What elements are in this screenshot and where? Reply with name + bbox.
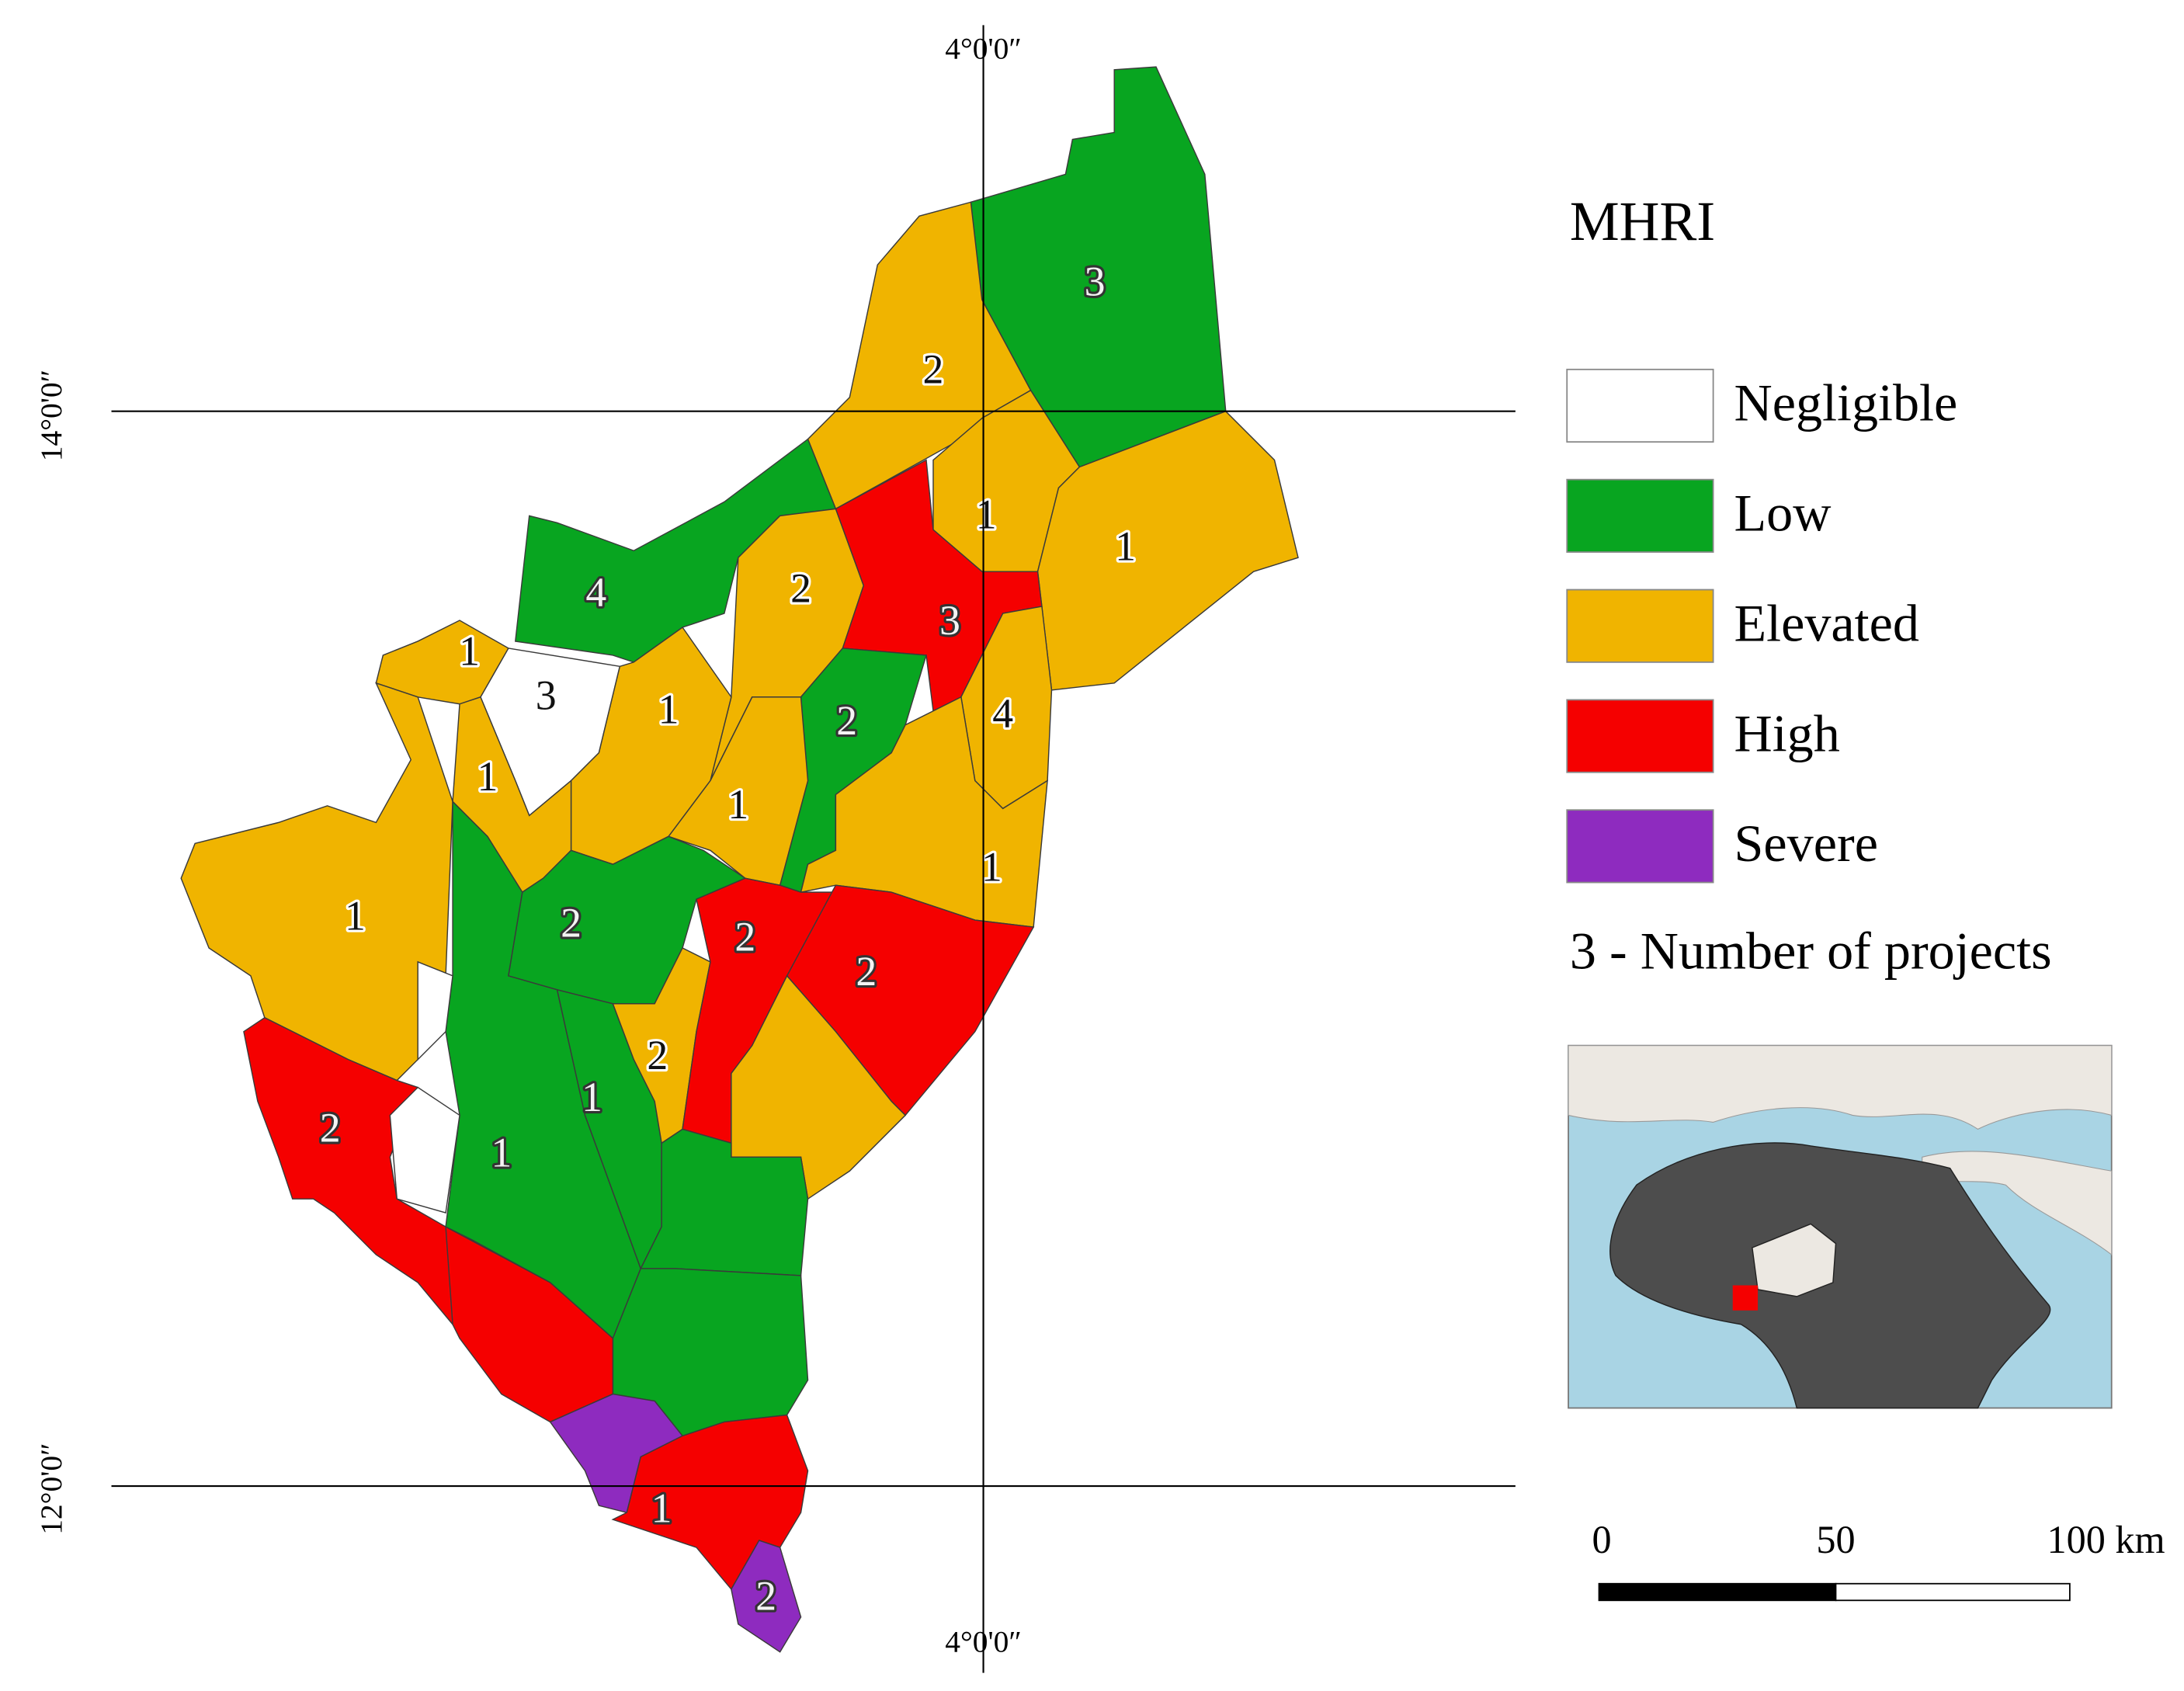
project-count: 2 — [755, 1573, 776, 1620]
project-count: 1 — [727, 781, 748, 828]
inset-study-area — [1732, 1285, 1759, 1311]
project-count: 1 — [651, 1485, 672, 1532]
legend-swatch — [1566, 589, 1714, 663]
project-count: 3 — [939, 597, 960, 644]
legend-label: Severe — [1734, 814, 1878, 873]
project-count: 1 — [1115, 523, 1136, 570]
region — [417, 960, 453, 1061]
legend-title: MHRI — [1570, 190, 1715, 252]
longitude-label: 4°0'0″ — [945, 1625, 1022, 1659]
project-count: 2 — [790, 564, 811, 611]
project-count: 1 — [491, 1130, 512, 1176]
scale-label: 0 — [1592, 1518, 1612, 1561]
legend-label: Elevated — [1734, 593, 1919, 652]
legend-swatch — [1566, 368, 1714, 443]
scale-bar: 0 50 100 km — [1592, 1518, 2165, 1602]
project-count: 3 — [1085, 258, 1106, 304]
scale-label: 50 — [1816, 1518, 1855, 1561]
region — [731, 1540, 802, 1653]
project-count: 2 — [647, 1032, 668, 1078]
legend-label: High — [1734, 703, 1840, 762]
inset-map — [1568, 1044, 2113, 1409]
region — [1036, 410, 1299, 691]
region — [640, 1128, 809, 1276]
inset-asia — [1922, 1151, 2113, 1256]
legend-note: 3 - Number of projects — [1570, 921, 2052, 980]
region — [389, 1086, 460, 1214]
project-count: 4 — [585, 569, 606, 616]
project-count: 1 — [976, 491, 997, 537]
scale-segment — [1598, 1582, 1837, 1602]
project-count: 1 — [582, 1074, 602, 1120]
latitude-label: 12°0'0″ — [34, 1443, 68, 1534]
scale-label: 100 km — [2047, 1518, 2165, 1561]
project-count: 2 — [320, 1104, 341, 1151]
region — [180, 682, 453, 1082]
scale-segment — [1835, 1582, 2071, 1602]
legend-label: Low — [1734, 484, 1832, 543]
legend-swatch — [1566, 478, 1714, 553]
project-count: 1 — [658, 686, 679, 733]
longitude-label: 4°0'0″ — [945, 31, 1022, 65]
legend-swatch — [1566, 809, 1714, 884]
latitude-label: 14°0'0″ — [34, 370, 68, 461]
graticule: 4°0'0″ 4°0'0″ 14°0'0″ 12°0'0″ — [34, 25, 1516, 1673]
project-count: 1 — [477, 753, 498, 800]
project-count: 2 — [856, 948, 877, 995]
project-count: 1 — [345, 892, 366, 939]
project-count: 1 — [459, 627, 480, 674]
legend-label: Negligible — [1734, 373, 1958, 432]
legend-swatch — [1566, 699, 1714, 773]
legend: MHRI 3 - Number of projects Negligible Lo… — [1566, 190, 2052, 980]
project-count: 2 — [734, 913, 755, 960]
project-count: 2 — [836, 697, 857, 744]
inset-europe — [1568, 1045, 2113, 1130]
project-count: 3 — [536, 672, 557, 719]
project-count: 2 — [561, 899, 582, 946]
project-count: 1 — [981, 844, 1002, 891]
project-count: 4 — [992, 690, 1013, 737]
project-count: 2 — [923, 346, 944, 393]
